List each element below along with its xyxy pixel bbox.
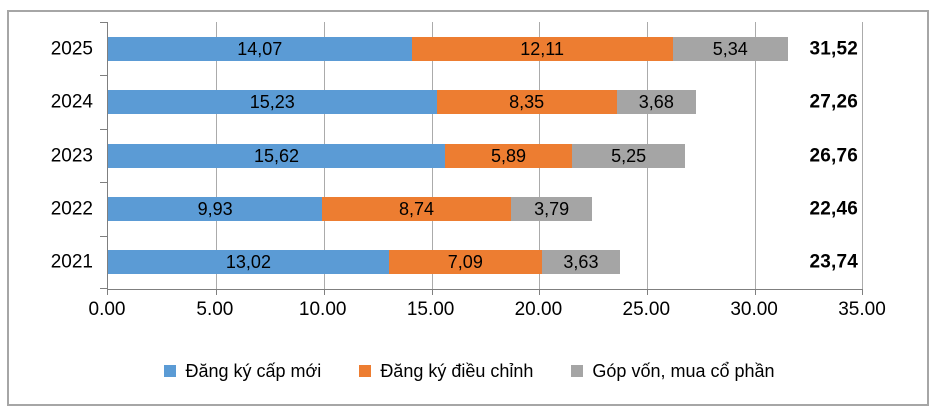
x-axis-tick-label: 30.00 <box>730 299 778 320</box>
legend-swatch-series1 <box>164 365 177 377</box>
x-axis-tick-label: 20.00 <box>514 299 563 320</box>
total-label: 26,76 <box>809 145 858 166</box>
bar-segment-series3: 5,34 <box>672 36 788 61</box>
bar-segment-series3: 3,63 <box>541 250 621 275</box>
bar-value-label: 5,89 <box>490 145 526 166</box>
bar-row-2021: 13,02 7,09 3,63 <box>108 250 863 275</box>
bar-value-label: 3,79 <box>534 198 570 219</box>
legend-item-series1: Đăng ký cấp mới <box>164 362 321 380</box>
bar-value-label: 9,93 <box>197 198 233 219</box>
y-axis-tick <box>100 235 107 237</box>
total-label: 27,26 <box>809 91 858 113</box>
x-axis-tick-label: 15.00 <box>406 299 455 320</box>
chart-border <box>7 10 929 406</box>
total-label: 23,74 <box>809 251 858 273</box>
gridline <box>755 22 757 289</box>
gridline <box>862 22 863 289</box>
x-axis-tick-label: 35.00 <box>838 299 886 320</box>
bar-row-2022: 9,93 8,74 3,79 <box>108 196 863 221</box>
bar-segment-series3: 3,68 <box>616 90 697 115</box>
bar-row-2024: 15,23 8,35 3,68 <box>108 90 863 115</box>
y-axis-category-label: 2022 <box>50 198 93 220</box>
x-axis-tick-label: 5.00 <box>196 299 234 320</box>
bar-value-label: 15,62 <box>253 145 299 166</box>
legend-item-series2: Đăng ký điều chỉnh <box>359 362 533 380</box>
bar-value-label: 12,11 <box>520 38 564 59</box>
bar-segment-series2: 12,11 <box>411 36 673 61</box>
bar-segment-series2: 8,74 <box>322 196 511 221</box>
y-axis-category-label: 2021 <box>50 251 93 273</box>
x-axis-tick-label: 10.00 <box>298 299 347 320</box>
bar-value-label: 15,23 <box>249 92 295 113</box>
total-label: 31,52 <box>809 38 858 60</box>
bar-value-label: 13,02 <box>225 252 271 273</box>
bar-segment-series1: 13,02 <box>108 250 389 275</box>
bar-value-label: 8,74 <box>398 198 434 219</box>
bar-segment-series2: 5,89 <box>444 143 572 168</box>
x-axis-tick <box>862 289 863 295</box>
x-axis-tick-label: 0.00 <box>88 299 126 320</box>
x-axis-tick <box>539 289 541 295</box>
bar-value-label: 5,34 <box>712 38 748 59</box>
bar-segment-series2: 8,35 <box>436 90 617 115</box>
bar-value-label: 8,35 <box>509 92 545 113</box>
bar-segment-series3: 3,79 <box>510 196 593 221</box>
bar-value-label: 5,25 <box>611 145 647 166</box>
bar-segment-series3: 5,25 <box>571 143 686 168</box>
bar-value-label: 7,09 <box>447 252 483 273</box>
bar-row-2023: 15,62 5,89 5,25 <box>108 143 863 168</box>
y-axis-tick <box>100 288 107 289</box>
total-label: 22,46 <box>809 198 858 220</box>
bar-segment-series1: 15,62 <box>108 143 445 168</box>
x-axis-tick <box>431 289 433 295</box>
x-axis-tick-label: 25.00 <box>622 299 671 320</box>
y-axis-tick <box>100 75 107 77</box>
y-axis-category-label: 2025 <box>50 38 93 60</box>
y-axis-tick <box>100 182 107 184</box>
y-axis-category-label: 2024 <box>50 91 93 113</box>
y-axis-tick <box>100 22 107 23</box>
bar-value-label: 3,68 <box>638 92 674 113</box>
legend-label: Góp vốn, mua cổ phần <box>592 361 775 381</box>
y-axis-tick <box>100 128 107 130</box>
x-axis-tick <box>755 289 757 295</box>
bar-value-label: 14,07 <box>237 38 283 59</box>
bar-segment-series1: 15,23 <box>108 90 437 115</box>
y-axis-category-label: 2023 <box>50 145 93 166</box>
legend-item-series3: Góp vốn, mua cổ phần <box>571 361 775 381</box>
legend-swatch-series2 <box>359 365 372 377</box>
x-axis-tick <box>647 289 649 295</box>
bar-value-label: 3,63 <box>563 252 599 273</box>
legend-label: Đăng ký cấp mới <box>185 361 322 381</box>
x-axis-tick <box>323 289 325 295</box>
bar-segment-series2: 7,09 <box>388 250 542 275</box>
legend-label: Đăng ký điều chỉnh <box>380 361 534 381</box>
legend-swatch-series3 <box>571 365 584 377</box>
bar-segment-series1: 14,07 <box>108 36 412 61</box>
legend: Đăng ký cấp mới Đăng ký điều chỉnh Góp v… <box>0 359 939 383</box>
x-axis-tick <box>107 289 108 295</box>
bar-row-2025: 14,07 12,11 5,34 <box>108 36 863 61</box>
plot-area: 14,07 12,11 5,34 15,23 8,35 3,68 15,62 5,89 5,25… <box>100 22 863 295</box>
bar-segment-series1: 9,93 <box>108 196 323 221</box>
x-axis-tick <box>215 289 217 295</box>
